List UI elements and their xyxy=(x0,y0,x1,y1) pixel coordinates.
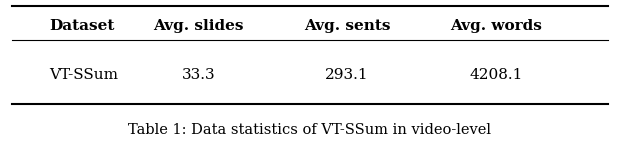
Text: Table 1: Data statistics of VT-SSum in video-level: Table 1: Data statistics of VT-SSum in v… xyxy=(128,123,492,137)
Text: Dataset: Dataset xyxy=(50,19,115,33)
Text: 33.3: 33.3 xyxy=(182,68,215,82)
Text: 293.1: 293.1 xyxy=(326,68,369,82)
Text: 4208.1: 4208.1 xyxy=(469,68,523,82)
Text: Avg. words: Avg. words xyxy=(450,19,542,33)
Text: Avg. slides: Avg. slides xyxy=(153,19,244,33)
Text: Avg. sents: Avg. sents xyxy=(304,19,391,33)
Text: VT-SSum: VT-SSum xyxy=(50,68,118,82)
